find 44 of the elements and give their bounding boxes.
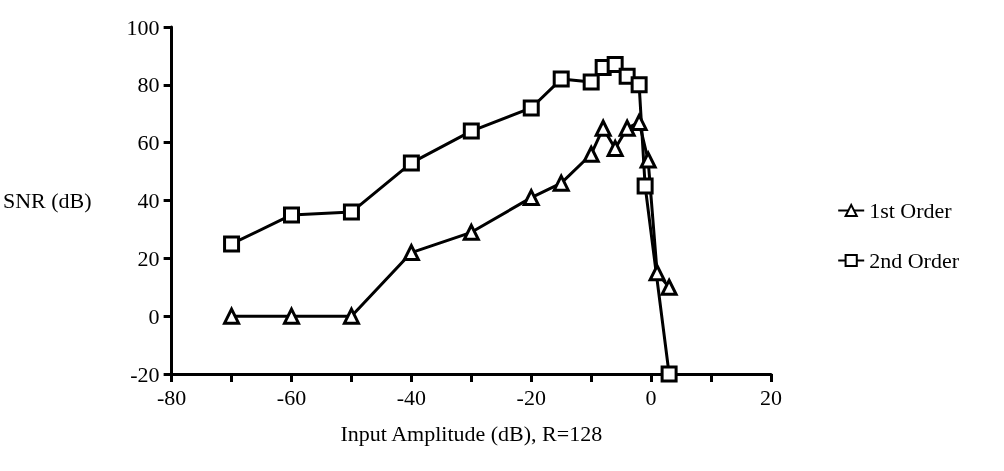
point — [648, 264, 666, 282]
point — [617, 117, 637, 137]
x-tick-label: -80 — [156, 384, 187, 410]
point — [552, 70, 570, 88]
point — [283, 206, 300, 224]
point — [462, 223, 480, 241]
point — [638, 149, 658, 169]
y-tick-label: -20 — [130, 361, 160, 387]
point — [660, 278, 678, 296]
legend-label: 2nd Order — [869, 248, 960, 273]
x-tick-label: 0 — [645, 384, 657, 410]
point — [342, 305, 361, 325]
y-axis-title: SNR (dB) — [3, 188, 92, 213]
point — [282, 305, 301, 325]
point — [606, 139, 624, 157]
y-tick-label: 0 — [148, 303, 160, 329]
point — [551, 172, 571, 192]
x-tick-label: 20 — [760, 384, 782, 410]
point — [582, 73, 600, 91]
point — [522, 99, 540, 117]
y-tick-label: 20 — [137, 245, 160, 271]
point — [222, 305, 241, 325]
y-tick-label: 60 — [137, 130, 160, 156]
point — [582, 145, 600, 163]
y-tick-label: 80 — [137, 72, 160, 98]
point — [462, 122, 480, 140]
point — [402, 154, 420, 172]
y-tick-label: 100 — [126, 14, 160, 40]
point — [630, 76, 648, 94]
x-tick-label: -60 — [276, 384, 307, 410]
legend-label: 1st Order — [869, 198, 953, 223]
x-tick-label: -40 — [396, 384, 427, 410]
point — [606, 56, 624, 74]
point — [630, 113, 648, 131]
point — [593, 117, 613, 137]
point — [342, 203, 360, 221]
point — [223, 235, 241, 253]
point — [636, 177, 654, 195]
x-axis-title: Input Amplitude (dB), R=128 — [340, 420, 603, 446]
point — [522, 189, 540, 207]
y-tick-label: 40 — [137, 188, 160, 213]
x-tick-label: -20 — [516, 384, 546, 410]
point — [660, 365, 678, 383]
point — [402, 244, 420, 262]
